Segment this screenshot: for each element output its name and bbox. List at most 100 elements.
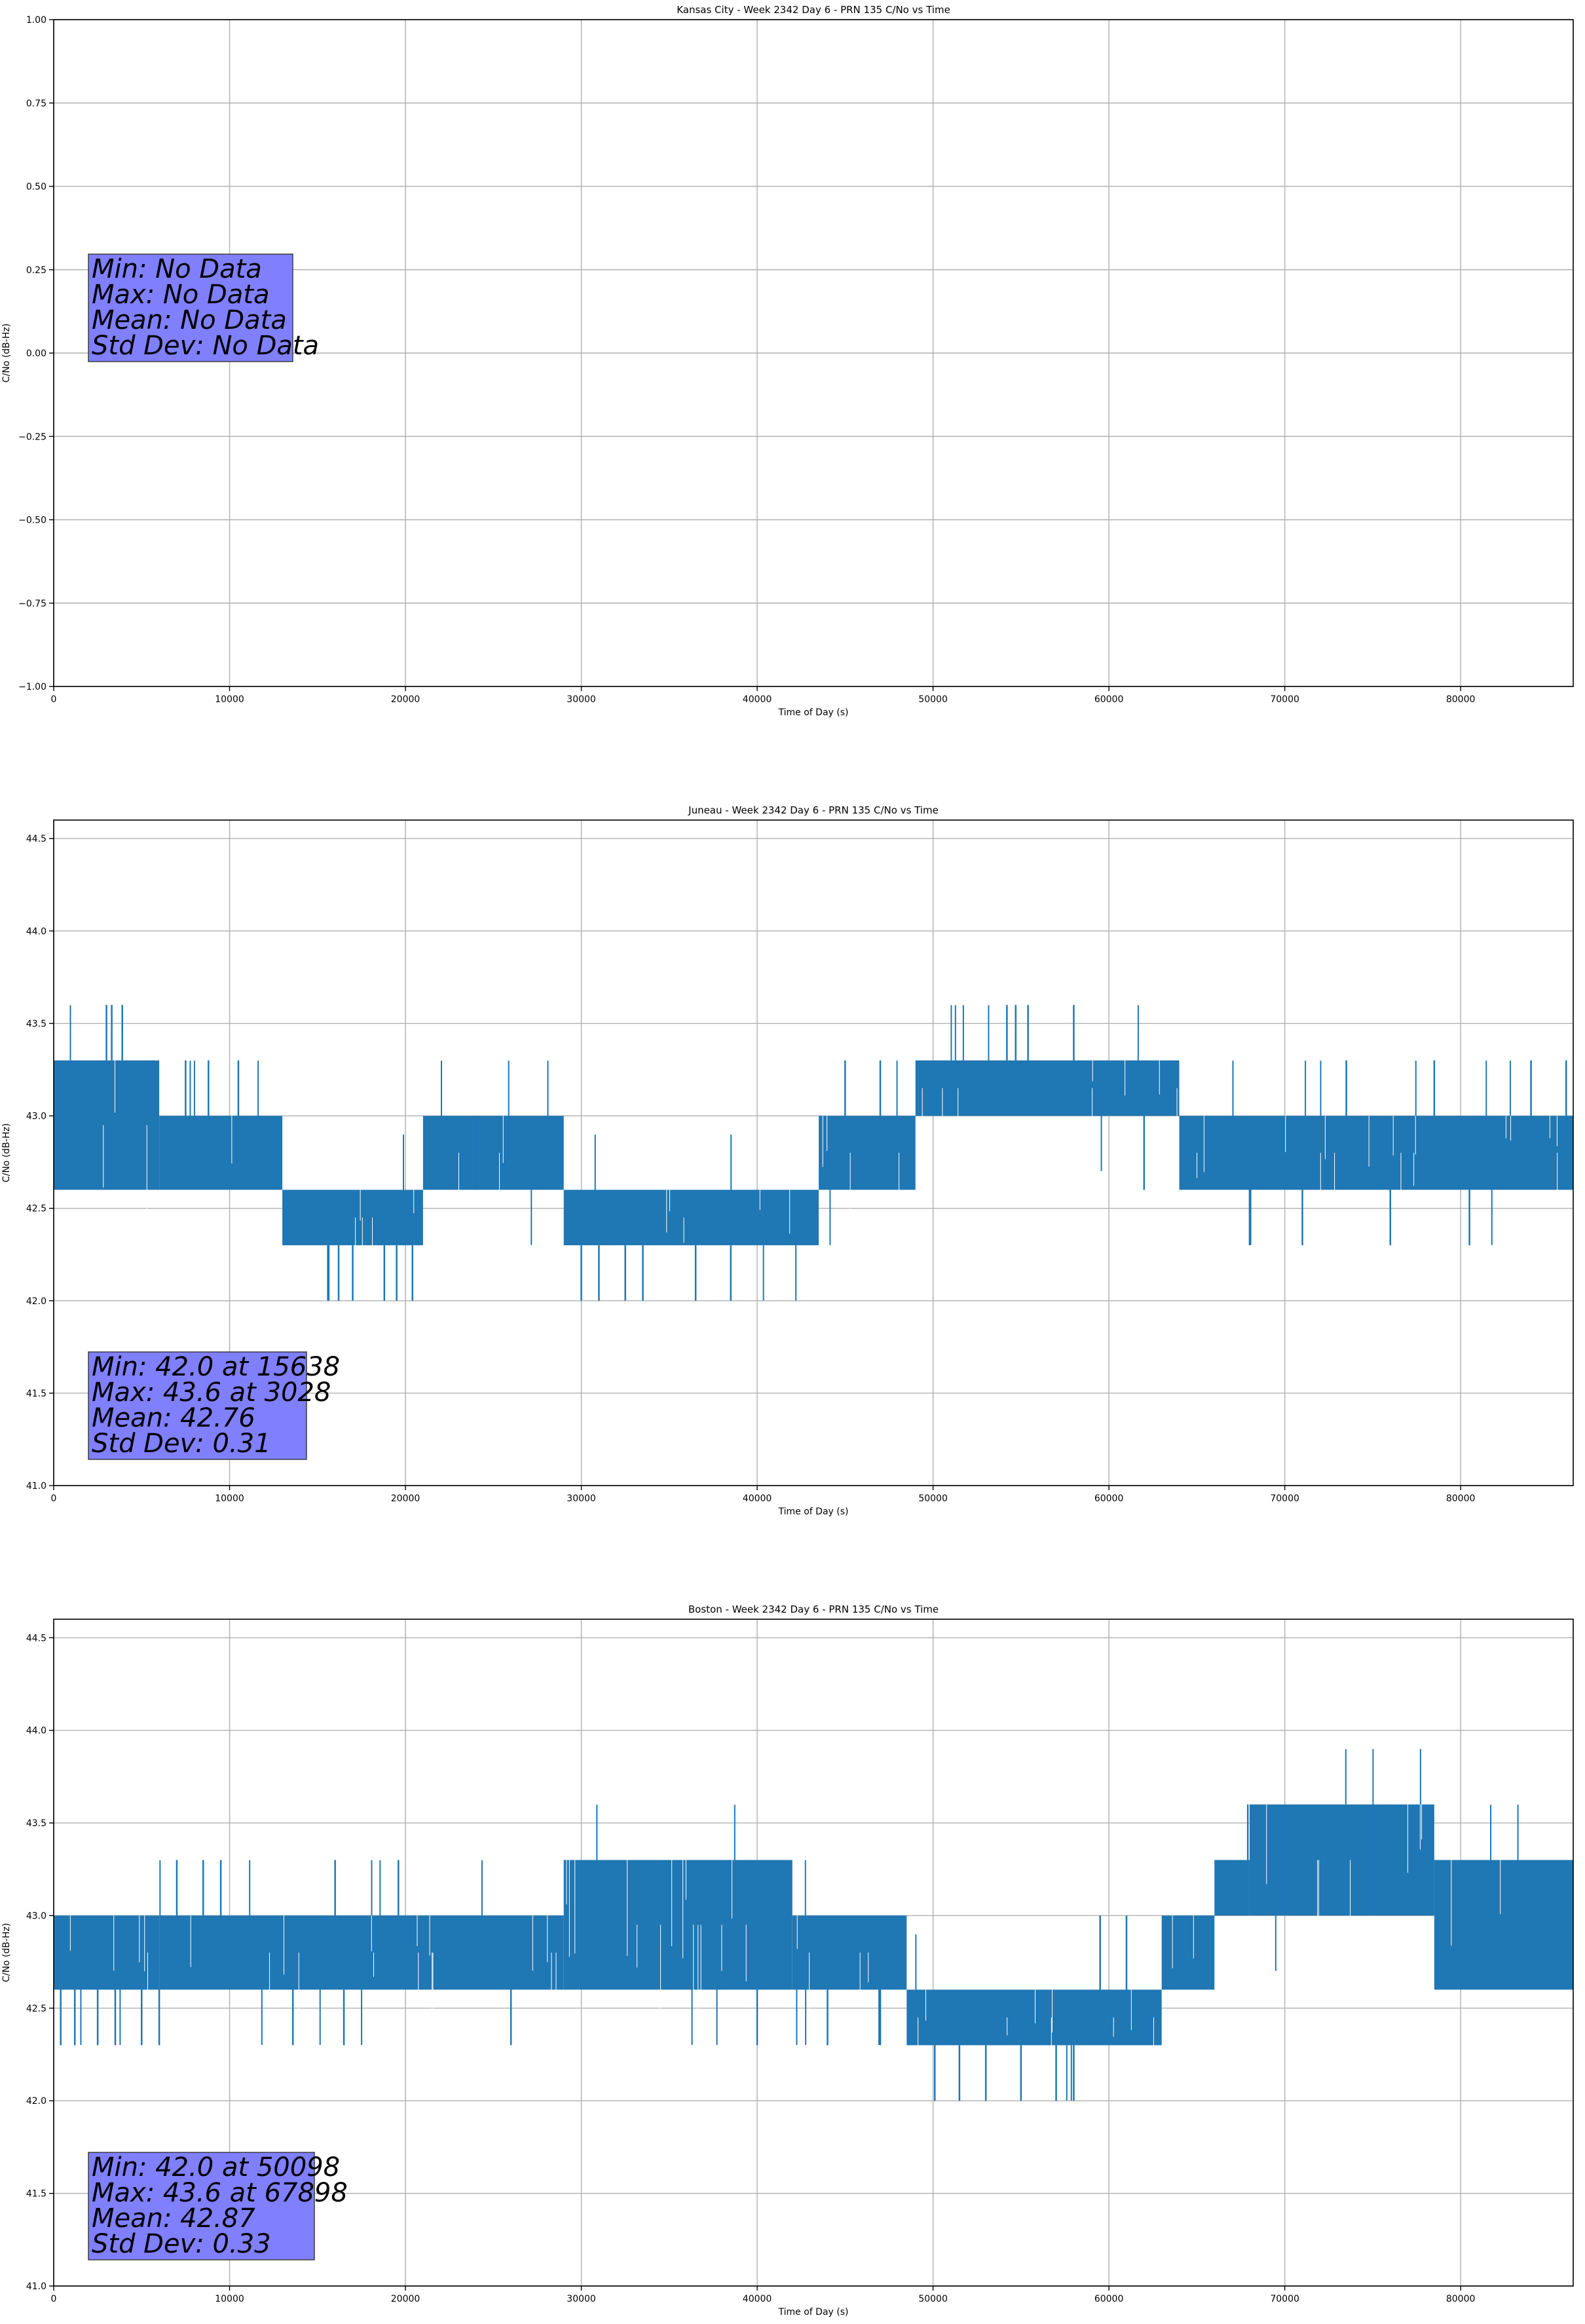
x-tick-label: 20000	[391, 1493, 420, 1504]
y-tick-label: 43.5	[26, 1818, 47, 1829]
data-band	[792, 1915, 907, 1990]
x-tick-label: 0	[51, 1493, 57, 1504]
x-tick-label: 30000	[567, 694, 596, 705]
x-tick-label: 70000	[1270, 2294, 1299, 2304]
y-tick-label: 0.50	[26, 182, 47, 193]
y-tick-label: 43.5	[26, 1019, 47, 1029]
x-tick-label: 30000	[567, 1493, 596, 1504]
data-band	[1214, 1860, 1250, 1916]
x-tick-label: 20000	[391, 2294, 420, 2304]
stats-line: Mean: 42.76	[92, 1403, 255, 1433]
y-tick-label: 44.5	[26, 834, 47, 844]
data-band	[422, 1115, 564, 1190]
data-band	[1434, 1860, 1573, 1990]
data-band	[159, 1115, 283, 1190]
y-tick-label: 44.5	[26, 1633, 47, 1643]
data-band	[915, 1060, 1180, 1116]
y-tick-label: 41.5	[26, 1389, 47, 1399]
data-band	[563, 1190, 819, 1246]
data-band	[1179, 1115, 1573, 1190]
data-band	[563, 1860, 792, 1990]
x-tick-label: 60000	[1094, 694, 1124, 705]
y-tick-label: 0.00	[26, 348, 47, 359]
chart-1: 0 10000 20000 30000 40000 50000 60000 70000 8000…	[1, 4, 1574, 718]
stats-box	[88, 253, 293, 362]
series-c-no	[54, 1005, 1573, 1301]
y-tick-label: 0.75	[26, 98, 47, 109]
y-tick-label: 44.0	[26, 926, 47, 937]
y-tick-label: −0.50	[18, 515, 47, 526]
x-tick-label: 10000	[215, 2294, 244, 2304]
y-axis-label: C/No (dB-Hz)	[1, 324, 12, 383]
x-tick-label: 70000	[1270, 694, 1299, 705]
plot-frame	[53, 819, 1574, 1486]
stats-line: Max: No Data	[92, 280, 270, 310]
x-tick-label: 40000	[743, 2294, 772, 2304]
y-tick-label: 44.0	[26, 1726, 47, 1736]
x-tick-label: 60000	[1094, 2294, 1124, 2304]
y-tick-label: 42.0	[26, 1296, 47, 1307]
y-tick-label: 42.5	[26, 2004, 47, 2014]
x-tick-label: 10000	[215, 694, 244, 705]
y-tick-label: 43.0	[26, 1911, 47, 1921]
stats-line: Min: No Data	[92, 254, 262, 284]
data-band	[1161, 1915, 1215, 1990]
x-tick-label: 40000	[743, 1493, 772, 1504]
x-axis-label: Time of Day (s)	[778, 707, 849, 718]
stats-box	[88, 1351, 307, 1460]
x-tick-label: 20000	[391, 694, 420, 705]
y-tick-label: 42.0	[26, 2096, 47, 2107]
stats-line: Max: 43.6 at 3028	[92, 1378, 331, 1408]
x-tick-label: 40000	[743, 694, 772, 705]
stats-line: Std Dev: No Data	[92, 331, 319, 361]
y-tick-label: 41.5	[26, 2189, 47, 2200]
stats-line: Std Dev: 0.31	[92, 1429, 271, 1459]
x-tick-label: 0	[51, 2294, 57, 2304]
x-axis-label: Time of Day (s)	[778, 2307, 849, 2317]
data-band	[54, 1915, 160, 1990]
y-tick-label: −0.75	[18, 599, 47, 609]
y-tick-label: 1.00	[26, 15, 47, 26]
y-axis-label: C/No (dB-Hz)	[1, 1923, 12, 1982]
y-tick-label: 42.5	[26, 1204, 47, 1214]
x-tick-label: 50000	[918, 694, 948, 705]
y-axis-label: C/No (dB-Hz)	[1, 1123, 12, 1182]
x-tick-label: 50000	[918, 1493, 948, 1504]
x-tick-label: 80000	[1446, 1493, 1476, 1504]
data-band	[159, 1915, 564, 1990]
chart-3: 0 10000 20000 30000 40000 50000 60000 70000 8000…	[1, 1603, 1574, 2317]
chart-title: Kansas City - Week 2342 Day 6 - PRN 135 …	[677, 4, 950, 16]
y-tick-label: 43.0	[26, 1112, 47, 1122]
series-c-no	[54, 1749, 1573, 2101]
y-tick-label: −1.00	[18, 682, 47, 692]
stats-box	[88, 2152, 315, 2260]
chart-2: 0 10000 20000 30000 40000 50000 60000 70000 8000…	[1, 804, 1574, 1517]
stats-line: Mean: 42.87	[92, 2203, 255, 2234]
stats-line: Mean: No Data	[92, 305, 287, 335]
y-tick-label: 41.0	[26, 1481, 47, 1491]
x-axis-label: Time of Day (s)	[778, 1507, 849, 1517]
chart-title: Boston - Week 2342 Day 6 - PRN 135 C/No …	[688, 1603, 939, 1615]
plot-frame	[53, 1619, 1574, 2287]
stats-line: Min: 42.0 at 50098	[92, 2152, 340, 2183]
stats-line: Max: 43.6 at 67898	[92, 2178, 348, 2208]
stats-line: Min: 42.0 at 15638	[92, 1352, 340, 1382]
data-band	[282, 1190, 423, 1246]
x-tick-label: 50000	[918, 2294, 948, 2304]
x-tick-label: 30000	[567, 2294, 596, 2304]
chart-title: Juneau - Week 2342 Day 6 - PRN 135 C/No …	[688, 804, 939, 816]
stats-line: Std Dev: 0.33	[92, 2229, 271, 2259]
x-tick-label: 60000	[1094, 1493, 1124, 1504]
x-tick-label: 80000	[1446, 694, 1476, 705]
x-tick-label: 80000	[1446, 2294, 1476, 2304]
x-tick-label: 10000	[215, 1493, 244, 1504]
y-tick-label: 41.0	[26, 2281, 47, 2292]
data-band	[819, 1115, 916, 1190]
x-tick-label: 70000	[1270, 1493, 1299, 1504]
data-band	[906, 1989, 1162, 2046]
data-band	[1249, 1804, 1434, 1916]
y-tick-label: 0.25	[26, 265, 47, 276]
x-tick-label: 0	[51, 694, 57, 705]
y-tick-label: −0.25	[18, 432, 47, 442]
